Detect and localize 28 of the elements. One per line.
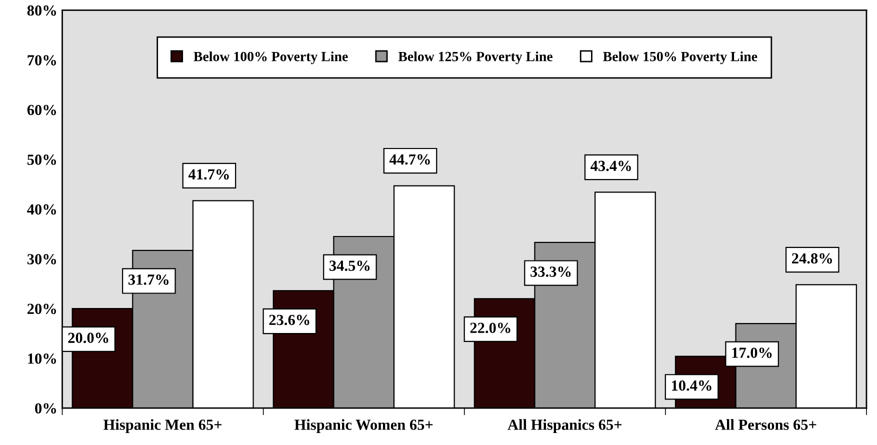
y-tick-label: 0% <box>35 403 56 414</box>
x-tick-label: All Hispanics 65+ <box>508 419 622 434</box>
data-label: 10.4% <box>672 380 712 391</box>
data-label: 20.0% <box>68 332 108 344</box>
legend-label: Below 100% Poverty Line <box>194 51 348 64</box>
y-tick-label: 50% <box>27 154 56 165</box>
data-label: 17.0% <box>732 348 772 358</box>
y-tick-label: 40% <box>27 204 56 215</box>
x-tick-label: Hispanic Men 65+ <box>104 419 222 434</box>
y-tick-label: 20% <box>27 304 56 314</box>
data-label: 43.4% <box>590 160 631 172</box>
data-label: 22.0% <box>470 322 510 334</box>
y-tick-label: 60% <box>27 104 56 116</box>
data-label: 24.8% <box>792 253 832 264</box>
legend-label: Below 150% Poverty Line <box>603 51 758 64</box>
x-tick-label: Hispanic Women 65+ <box>294 419 433 434</box>
y-tick-label: 80% <box>27 5 56 16</box>
y-tick-label: 10% <box>28 353 56 364</box>
data-label: 41.7% <box>188 169 229 180</box>
data-label: 34.5% <box>330 260 370 271</box>
y-tick-label: 70% <box>28 55 56 66</box>
legend-label: Below 125% Poverty Line <box>398 51 552 64</box>
data-label: 33.3% <box>530 266 571 277</box>
data-label: 31.7% <box>128 274 168 285</box>
data-label: 44.7% <box>389 154 430 165</box>
x-tick-label: All Persons 65+ <box>715 419 816 430</box>
y-tick-label: 30% <box>27 254 56 264</box>
data-label: 23.6% <box>269 314 310 326</box>
